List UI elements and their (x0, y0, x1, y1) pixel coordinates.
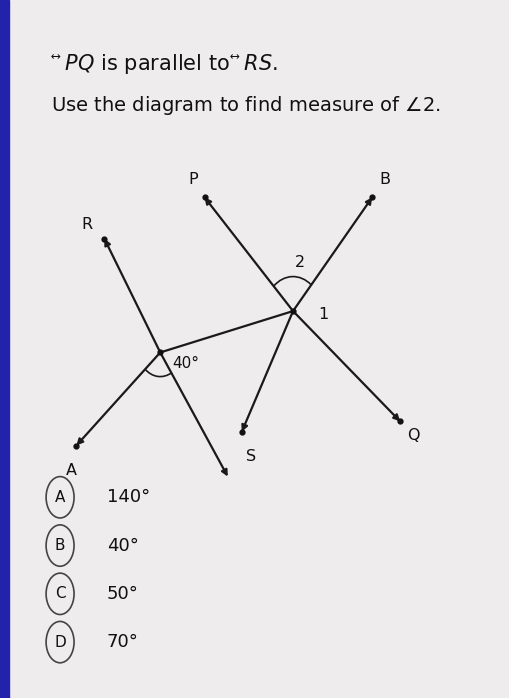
Text: 1: 1 (319, 307, 329, 322)
Text: S: S (246, 449, 257, 464)
Text: 70°: 70° (107, 633, 138, 651)
Text: B: B (55, 538, 65, 553)
Text: Q: Q (407, 429, 420, 443)
Text: R: R (81, 217, 93, 232)
Text: Use the diagram to find measure of $\angle$2.: Use the diagram to find measure of $\ang… (51, 94, 441, 117)
Text: 2: 2 (295, 255, 305, 269)
Text: A: A (55, 490, 65, 505)
Text: D: D (54, 634, 66, 650)
Text: C: C (55, 586, 65, 602)
Text: 50°: 50° (107, 585, 138, 603)
Text: 40°: 40° (172, 356, 199, 371)
Text: $\overleftrightarrow{PQ}$ is parallel to $\overleftrightarrow{RS}$.: $\overleftrightarrow{PQ}$ is parallel to… (51, 52, 278, 77)
Text: P: P (188, 172, 197, 187)
Text: 40°: 40° (107, 537, 138, 554)
Text: 140°: 140° (107, 489, 150, 506)
Text: B: B (379, 172, 390, 187)
Text: A: A (66, 463, 77, 478)
